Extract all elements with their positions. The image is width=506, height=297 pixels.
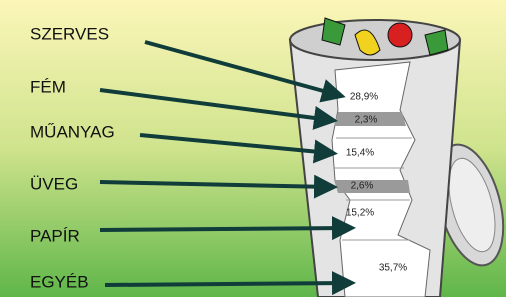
share-label: 28,9% [350,92,378,103]
category-label: MŰANYAG [30,122,115,141]
category-label: FÉM [30,77,66,96]
category-label: ÜVEG [30,174,78,193]
share-label: 35,7% [379,263,407,274]
page: SZERVES FÉM MŰANYAG ÜVEG PAPÍR EGYÉB 28,… [0,0,506,297]
share-label: 15,2% [346,208,374,219]
arrow [100,228,348,230]
category-label: PAPÍR [30,226,80,245]
share-label: 2,6% [351,181,374,192]
share-label: 15,4% [346,148,374,159]
diagram: SZERVES FÉM MŰANYAG ÜVEG PAPÍR EGYÉB 28,… [0,0,506,297]
share-label: 2,3% [355,115,378,126]
category-label: SZERVES [30,24,109,43]
category-label: EGYÉB [30,272,89,291]
arrow [105,283,348,285]
